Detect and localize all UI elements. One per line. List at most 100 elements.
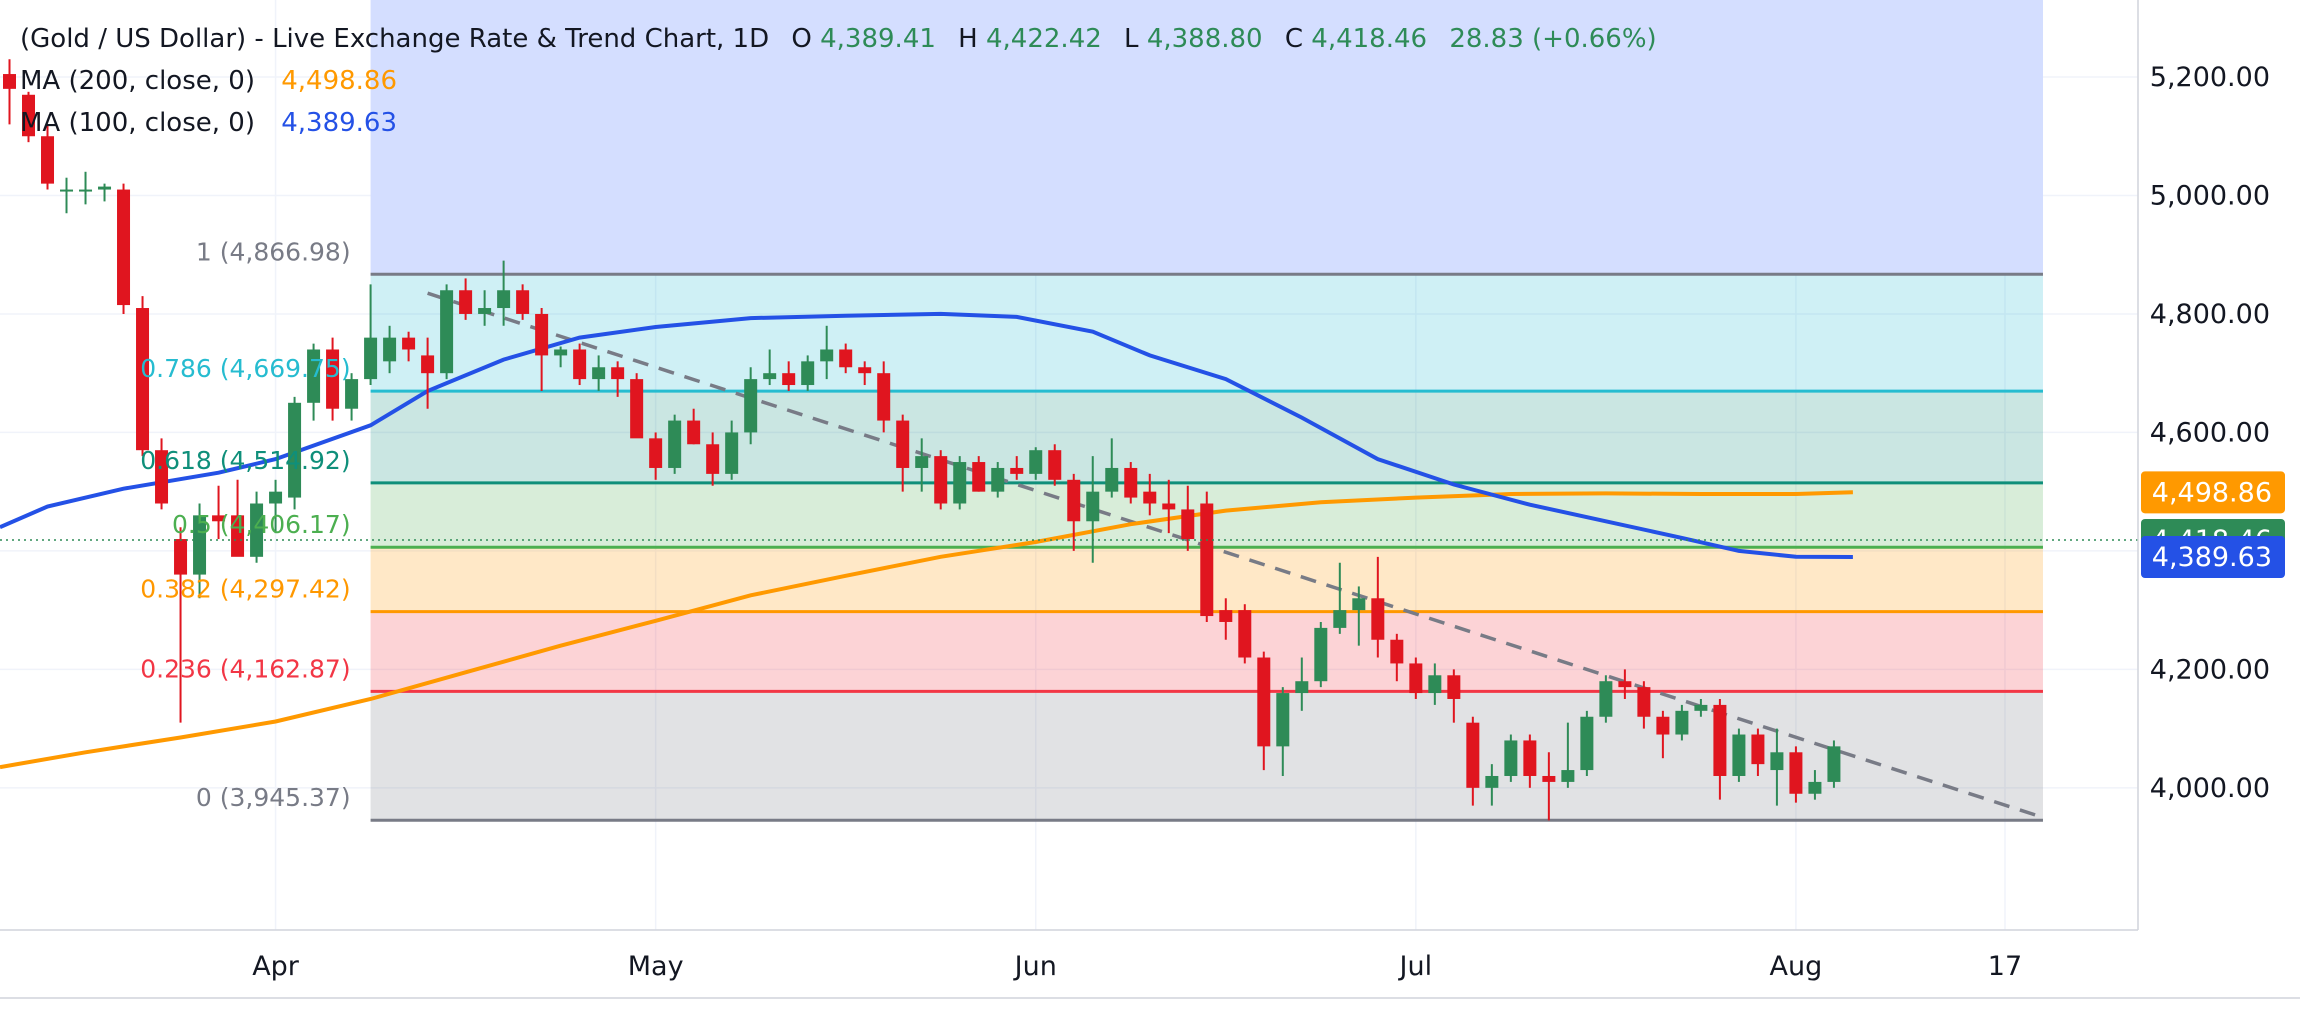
price-badge-label: 4,498.86 bbox=[2152, 477, 2272, 508]
candle-up bbox=[1732, 734, 1746, 776]
ma100-legend-label: MA (100, close, 0) bbox=[20, 108, 255, 138]
candle-down bbox=[535, 313, 549, 356]
candle-up bbox=[1105, 467, 1119, 492]
ohlc-open-value: 4,389.41 bbox=[820, 24, 936, 54]
candle-down bbox=[972, 462, 986, 492]
ohlc-close-key: C bbox=[1285, 24, 1303, 54]
candle-down bbox=[839, 349, 853, 368]
x-tick-label: Jul bbox=[1398, 951, 1433, 982]
candle-down bbox=[1656, 716, 1670, 735]
candle-up bbox=[820, 349, 834, 362]
candle-down bbox=[1447, 675, 1461, 699]
candle-down bbox=[1637, 687, 1651, 717]
candle-up bbox=[592, 367, 606, 380]
candle-down bbox=[611, 367, 625, 380]
candle-down bbox=[1048, 450, 1062, 480]
candle-up bbox=[193, 515, 207, 575]
candle-down bbox=[1390, 639, 1404, 664]
price-badge bbox=[2141, 536, 2285, 579]
fib-labels: 1 (4,866.98) 0.786 (4,669.75) 0.618 (4,514… bbox=[140, 237, 350, 812]
candle-down bbox=[1618, 681, 1632, 688]
fib-zones bbox=[370, 0, 2043, 821]
candle-down bbox=[782, 373, 796, 386]
candle-up bbox=[1694, 704, 1708, 711]
candle-up bbox=[1314, 627, 1328, 682]
candle-up bbox=[801, 361, 815, 386]
candle-up bbox=[744, 379, 758, 433]
candle-down bbox=[877, 373, 891, 421]
fib-level-label: 0.236 (4,162.87) bbox=[140, 654, 350, 683]
candle-up bbox=[1561, 770, 1575, 782]
candle-down bbox=[934, 456, 948, 504]
candle-down bbox=[1200, 503, 1214, 617]
ohlc-high-key: H bbox=[958, 24, 978, 54]
candle-up bbox=[1352, 598, 1366, 611]
candle-up bbox=[440, 290, 454, 374]
candle-up bbox=[1333, 610, 1347, 628]
candle-up bbox=[1808, 781, 1822, 794]
candle-up bbox=[60, 189, 74, 192]
candle-down bbox=[1181, 509, 1195, 540]
candle-up bbox=[1029, 450, 1043, 474]
fib-zone bbox=[370, 391, 2043, 483]
ma100-legend-value: 4,389.63 bbox=[281, 108, 397, 138]
candle-down bbox=[231, 515, 245, 557]
fib-level-label: 0.5 (4,406.17) bbox=[172, 510, 351, 539]
candle-down bbox=[1162, 503, 1176, 510]
candle-up bbox=[991, 467, 1005, 492]
x-tick-label: 17 bbox=[1988, 951, 2022, 982]
candle-down bbox=[212, 515, 226, 522]
ma100-legend[interactable]: MA (100, close, 0) 4,389.63 bbox=[20, 108, 397, 138]
ohlc-close-value: 4,418.46 bbox=[1311, 24, 1427, 54]
x-tick-label: Apr bbox=[252, 951, 300, 982]
candle-up bbox=[953, 462, 967, 504]
candle-down bbox=[630, 379, 644, 439]
candle-up bbox=[1428, 675, 1442, 694]
y-tick-label: 4,000.00 bbox=[2150, 773, 2270, 804]
candle-up bbox=[1504, 740, 1518, 776]
candle-down bbox=[896, 420, 910, 468]
candle-down bbox=[1789, 752, 1803, 794]
candle-down bbox=[858, 367, 872, 374]
candle-down bbox=[326, 349, 340, 409]
fib-level-label: 0.618 (4,514.92) bbox=[140, 446, 350, 475]
fib-top-zone bbox=[370, 0, 2043, 275]
candle-down bbox=[1409, 663, 1423, 694]
header-line: (Gold / US Dollar) - Live Exchange Rate … bbox=[20, 24, 1657, 54]
candle-up bbox=[1276, 693, 1290, 747]
candle-up bbox=[98, 186, 112, 190]
fib-level-label: 0.786 (4,669.75) bbox=[140, 354, 350, 383]
candle-down bbox=[1010, 467, 1024, 474]
price-badge-label: 4,389.63 bbox=[2152, 542, 2272, 573]
candle-up bbox=[307, 349, 321, 403]
candle-down bbox=[402, 337, 416, 350]
candle-down bbox=[421, 355, 435, 374]
candle-up bbox=[478, 308, 492, 314]
candle-up bbox=[79, 189, 93, 192]
candle-down bbox=[1219, 610, 1233, 622]
candle-down bbox=[649, 438, 663, 468]
candle-down bbox=[155, 450, 169, 504]
candle-up bbox=[1599, 681, 1613, 717]
candle-up bbox=[345, 379, 359, 409]
ohlc-open-key: O bbox=[791, 24, 811, 54]
candle-down bbox=[1523, 740, 1537, 776]
ma200-legend-label: MA (200, close, 0) bbox=[20, 66, 255, 96]
candle-down bbox=[459, 290, 473, 314]
ma200-legend[interactable]: MA (200, close, 0) 4,498.86 bbox=[20, 66, 397, 96]
y-tick-label: 4,800.00 bbox=[2150, 299, 2270, 330]
candle-down bbox=[136, 308, 150, 451]
candle-up bbox=[497, 290, 511, 309]
candle-up bbox=[364, 337, 378, 380]
candle-up bbox=[1580, 716, 1594, 771]
candle-down bbox=[1751, 734, 1765, 765]
candle-up bbox=[1295, 681, 1309, 694]
candle-down bbox=[1143, 491, 1157, 504]
candle-down bbox=[1542, 775, 1556, 782]
candle-up bbox=[1827, 746, 1841, 782]
candle-up bbox=[1086, 491, 1100, 522]
y-tick-label: 5,200.00 bbox=[2150, 62, 2270, 93]
candle-down bbox=[687, 420, 701, 445]
